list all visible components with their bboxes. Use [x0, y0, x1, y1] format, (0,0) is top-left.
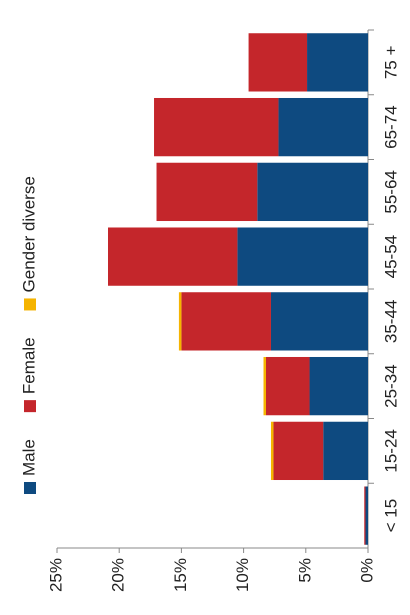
bar-segment [364, 486, 366, 545]
bar-segment [263, 356, 266, 416]
x-tick-label: 35-44 [381, 300, 400, 343]
bar-segment [154, 97, 279, 157]
bar-segment [248, 33, 308, 92]
legend-label: Female [19, 337, 38, 394]
legend-swatch [24, 482, 36, 494]
x-tick-label: 55-64 [381, 170, 400, 213]
x-tick-label: 75 + [381, 46, 400, 80]
bar-segment [178, 292, 182, 351]
legend-label: Gender diverse [19, 176, 38, 292]
x-tick-label: 25-34 [381, 364, 400, 407]
bar-segment [108, 227, 238, 286]
legend-swatch [24, 298, 36, 311]
legend-label: Male [19, 439, 38, 476]
bar-segment [237, 227, 368, 286]
bar-segment [323, 421, 369, 481]
y-tick-label: 5% [295, 558, 314, 583]
bar-segment [270, 292, 368, 351]
bar-segment [265, 356, 310, 416]
x-tick-label: 15-24 [381, 429, 400, 472]
bar-segment [307, 33, 369, 92]
x-tick-label: 45-54 [381, 235, 400, 278]
x-tick-label: < 15 [381, 499, 400, 533]
y-tick-label: 25% [46, 558, 65, 592]
y-tick-label: 10% [233, 558, 252, 592]
bar-segment [270, 421, 274, 481]
y-tick-label: 0% [357, 558, 376, 583]
x-tick-label: 65-74 [381, 105, 400, 148]
bar-segment [181, 292, 271, 351]
bar-segment [309, 356, 369, 416]
bar-segment [278, 97, 369, 157]
y-tick-label: 15% [171, 558, 190, 592]
bar-segment [365, 486, 368, 545]
legend-swatch [24, 400, 36, 413]
bar-segment [273, 421, 324, 481]
bar-segment [257, 162, 368, 222]
y-tick-label: 20% [109, 558, 128, 592]
bar-segment [156, 162, 258, 222]
